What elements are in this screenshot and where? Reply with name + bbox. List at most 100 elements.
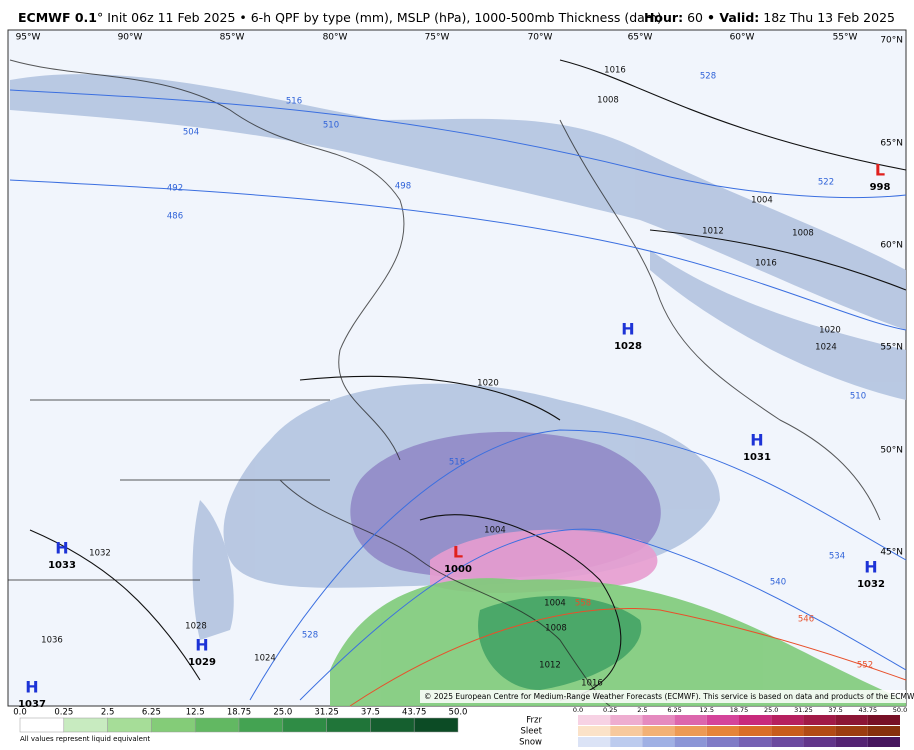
rain-swatch [413,717,459,733]
system-letter: H [750,431,763,450]
rain [330,578,906,706]
legend-note: All values represent liquid equivalent [20,735,150,743]
isobar-label: 1032 [89,549,111,559]
system-letter: L [875,161,885,180]
isobar-label: 1024 [254,654,276,664]
system-pressure: 1033 [48,560,76,571]
system-pressure: 1029 [188,657,216,668]
isobar-label: 1004 [484,526,506,536]
precip-type-swatch [674,715,707,725]
precip-type-swatch [771,726,804,736]
rain-swatch [326,717,371,733]
thickness-label: 522 [818,178,834,188]
precip-type-swatch [803,715,836,725]
rain-scale-label: 2.5 [101,708,115,718]
system-letter: H [55,539,68,558]
isobar-label: 1012 [702,227,724,237]
longitude-label: 95°W [16,33,41,43]
thickness-label: 498 [395,182,411,192]
isobar-label: 1024 [815,343,837,353]
system-pressure: 1028 [614,341,642,352]
thickness-lines [9,89,907,701]
precip-type-swatch [835,715,868,725]
rain-swatch [194,717,240,733]
precip-type-label: Snow [519,738,542,748]
thickness-label: 510 [323,121,339,131]
precip-type-swatch [835,726,868,736]
isobar-label: 1004 [751,196,773,206]
mixed-scale-label: 12.5 [700,706,714,714]
rain-scale-label: 43.75 [402,708,426,718]
mixed-scale-label: 43.75 [858,706,877,714]
precip-type-swatch [803,726,836,736]
thickness-label: 516 [286,97,302,107]
legend: All values represent liquid equivalent 0… [13,706,907,748]
header-title: ECMWF 0.1° Init 06z 11 Feb 2025 • 6-h QP… [18,10,662,25]
precip-type-swatch [739,737,772,747]
system-pressure: 1032 [857,579,885,590]
isobar-label: 1008 [792,229,814,239]
thickness-label: 546 [798,615,814,625]
longitude-label: 90°W [118,33,143,43]
map: © 2025 European Centre for Medium-Range … [7,29,914,710]
isobar-label: 1008 [545,624,567,634]
precip-type-swatch [867,715,900,725]
precip-type-swatch [578,726,611,736]
isobar-label: 1020 [819,326,841,336]
coastlines [8,59,881,707]
longitude-label: 65°W [628,33,653,43]
rain-swatch [370,717,415,733]
title-rest: ° Init 06z 11 Feb 2025 • 6-h QPF by type… [97,10,662,25]
mixed-scale-label: 18.75 [730,706,749,714]
latitude-label: 50°N [880,446,903,456]
header-valid: Hour: 60 • Valid: 18z Thu 13 Feb 2025 [644,10,895,25]
precip-type-swatch [835,737,868,747]
isobar-label: 1012 [539,661,561,671]
thickness-label: 486 [167,212,183,222]
system-pressure: 1037 [18,699,46,710]
precip-type-swatch [674,737,707,747]
rain-scale-label: 50.0 [449,708,468,718]
latitude-label: 55°N [880,343,903,353]
longitude-label: 60°W [730,33,755,43]
valid-label: • Valid: [707,10,759,25]
rain-scale-label: 18.75 [227,708,251,718]
isobar-label: 1016 [604,66,626,76]
system-pressure: 1031 [743,452,771,463]
system-letter: H [195,636,208,655]
rain-swatch [282,717,327,733]
mixed-scale-label: 37.5 [828,706,842,714]
mixed-scale-label: 2.5 [637,706,647,714]
thickness-label: 528 [700,72,716,82]
precip-type-swatch [867,737,900,747]
thickness-540-plus [349,607,907,707]
longitude-label: 55°W [833,33,858,43]
longitude-label: 75°W [425,33,450,43]
thickness-label: 552 [857,661,873,671]
precip-type-swatch [739,726,772,736]
precip-type-label: Sleet [520,727,542,737]
thickness-label: 516 [449,458,465,468]
mixed-scale-label: 31.25 [794,706,813,714]
mixed-scale-label: 50.0 [893,706,907,714]
rain-swatch [63,717,108,733]
rain-swatch [151,717,196,733]
rain-swatch [238,717,284,733]
isobar-label: 1020 [477,379,499,389]
system-letter: H [25,678,38,697]
rain-scale-label: 25.0 [273,708,292,718]
rain-swatch [19,717,65,733]
mixed-scale-label: 6.25 [667,706,681,714]
system-letter: H [621,320,634,339]
latitude-label: 60°N [880,241,903,251]
precip-type-swatch [642,737,675,747]
rain-scale-label: 37.5 [361,708,380,718]
longitude-label: 85°W [220,33,245,43]
precip-type-swatch [706,737,739,747]
isobar-label: 1016 [755,259,777,269]
precip-type-swatch [739,715,772,725]
isobar-label: 1008 [597,96,619,106]
longitude-label: 80°W [323,33,348,43]
mixed-scale-label: 0.0 [573,706,583,714]
mixed-scale-label: 25.0 [764,706,778,714]
